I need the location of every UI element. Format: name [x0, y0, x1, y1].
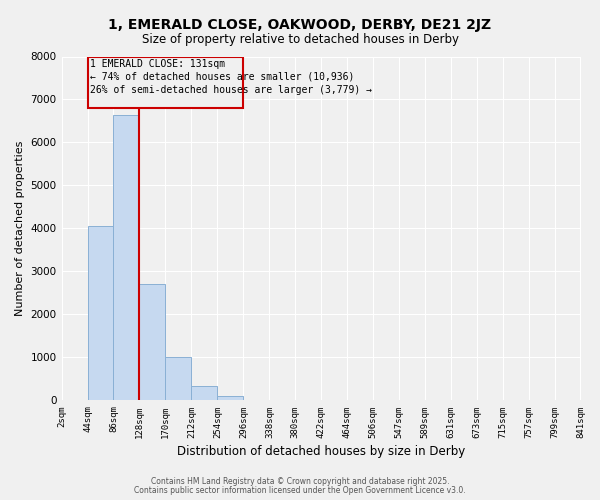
- Bar: [191, 386, 217, 400]
- Bar: [166, 358, 191, 401]
- Bar: [139, 284, 166, 401]
- Text: 1 EMERALD CLOSE: 131sqm
← 74% of detached houses are smaller (10,936)
26% of sem: 1 EMERALD CLOSE: 131sqm ← 74% of detache…: [90, 58, 372, 95]
- Bar: [113, 114, 139, 401]
- Y-axis label: Number of detached properties: Number of detached properties: [15, 141, 25, 316]
- Text: Size of property relative to detached houses in Derby: Size of property relative to detached ho…: [142, 32, 458, 46]
- Bar: [88, 226, 113, 400]
- Text: 1, EMERALD CLOSE, OAKWOOD, DERBY, DE21 2JZ: 1, EMERALD CLOSE, OAKWOOD, DERBY, DE21 2…: [109, 18, 491, 32]
- Bar: [217, 396, 244, 400]
- Text: Contains public sector information licensed under the Open Government Licence v3: Contains public sector information licen…: [134, 486, 466, 495]
- X-axis label: Distribution of detached houses by size in Derby: Distribution of detached houses by size …: [177, 444, 465, 458]
- FancyBboxPatch shape: [88, 56, 244, 108]
- Text: Contains HM Land Registry data © Crown copyright and database right 2025.: Contains HM Land Registry data © Crown c…: [151, 477, 449, 486]
